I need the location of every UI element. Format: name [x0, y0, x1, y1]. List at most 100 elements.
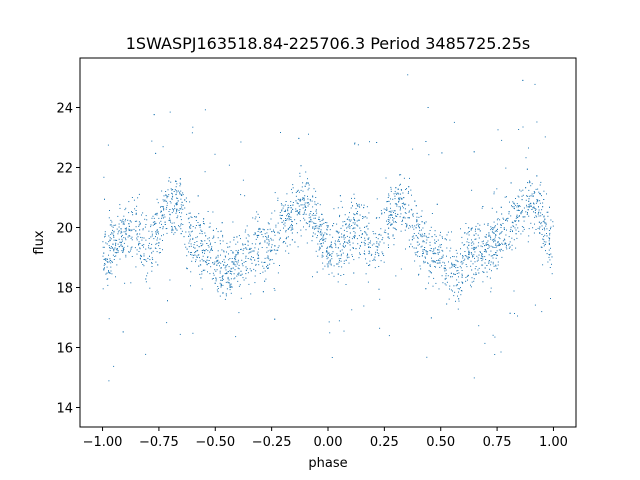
data-point — [174, 207, 176, 209]
data-point — [441, 257, 443, 259]
data-point — [425, 250, 427, 251]
data-point — [321, 256, 323, 258]
data-point — [438, 246, 440, 248]
data-point — [364, 243, 366, 245]
data-point — [144, 218, 146, 220]
data-point — [307, 178, 308, 180]
data-point — [407, 74, 409, 76]
data-point — [488, 260, 490, 261]
data-point — [148, 247, 150, 249]
data-point — [300, 229, 302, 231]
data-point — [536, 201, 538, 203]
data-point — [499, 232, 501, 234]
data-point — [451, 276, 453, 278]
data-point — [373, 258, 375, 260]
data-point — [378, 266, 380, 267]
data-point — [487, 244, 489, 246]
data-point — [173, 191, 175, 192]
data-point — [435, 253, 437, 255]
data-point — [357, 243, 359, 245]
data-point — [484, 256, 486, 258]
data-point — [158, 217, 160, 219]
data-point — [268, 244, 270, 246]
data-point — [273, 231, 275, 232]
data-point — [112, 233, 114, 235]
data-point — [409, 246, 410, 248]
data-point — [392, 219, 394, 221]
data-point — [396, 205, 398, 207]
data-point — [461, 242, 463, 244]
data-point — [386, 201, 388, 203]
data-point — [236, 261, 238, 263]
data-point — [364, 226, 365, 228]
data-point — [528, 235, 530, 237]
data-point — [344, 221, 346, 222]
data-point — [202, 243, 204, 245]
data-point — [193, 244, 195, 246]
data-point — [477, 269, 479, 271]
data-point — [240, 270, 242, 272]
data-point — [543, 227, 545, 229]
data-point — [176, 203, 178, 205]
data-point — [332, 236, 334, 238]
data-point — [217, 231, 219, 233]
data-point — [279, 265, 280, 266]
data-point — [242, 253, 244, 255]
data-point — [212, 229, 214, 231]
data-point — [274, 289, 276, 291]
data-point — [477, 245, 479, 247]
data-point — [540, 215, 542, 217]
data-point — [478, 325, 480, 327]
data-point — [259, 231, 261, 233]
data-point — [281, 204, 283, 206]
data-point — [441, 249, 443, 251]
data-point — [359, 252, 360, 254]
data-point — [270, 259, 271, 261]
data-point — [412, 235, 414, 237]
data-point — [195, 237, 197, 239]
data-point — [166, 204, 168, 206]
data-point — [468, 242, 470, 244]
data-point — [195, 259, 197, 261]
data-point — [447, 231, 449, 233]
data-point — [388, 227, 390, 229]
data-point — [298, 199, 300, 201]
data-point — [356, 220, 358, 222]
data-point — [288, 215, 290, 217]
data-point — [281, 210, 283, 212]
data-point — [534, 223, 535, 225]
data-point — [131, 211, 132, 213]
data-point — [198, 265, 200, 267]
data-point — [378, 253, 380, 255]
data-point — [127, 245, 129, 247]
data-point — [184, 207, 186, 209]
data-point — [222, 277, 223, 279]
data-point — [176, 208, 178, 210]
data-point — [179, 182, 181, 184]
data-point — [474, 230, 476, 232]
data-point — [327, 253, 328, 255]
data-point — [336, 253, 338, 255]
data-point — [517, 195, 519, 197]
data-point — [307, 223, 309, 225]
data-point — [402, 207, 404, 209]
data-point — [364, 244, 366, 246]
data-point — [533, 203, 535, 205]
data-point — [317, 230, 319, 232]
data-point — [502, 240, 504, 242]
data-point — [216, 261, 218, 263]
data-point — [295, 208, 297, 210]
data-point — [185, 231, 187, 233]
data-point — [390, 188, 392, 190]
data-point — [163, 209, 165, 211]
data-point — [340, 258, 342, 259]
data-point — [500, 250, 501, 252]
data-point — [523, 220, 525, 222]
data-point — [344, 214, 346, 216]
data-point — [485, 236, 487, 238]
data-point — [314, 201, 316, 203]
data-point — [439, 262, 441, 264]
data-point — [473, 151, 475, 153]
data-point — [473, 234, 475, 236]
data-point — [264, 280, 266, 282]
